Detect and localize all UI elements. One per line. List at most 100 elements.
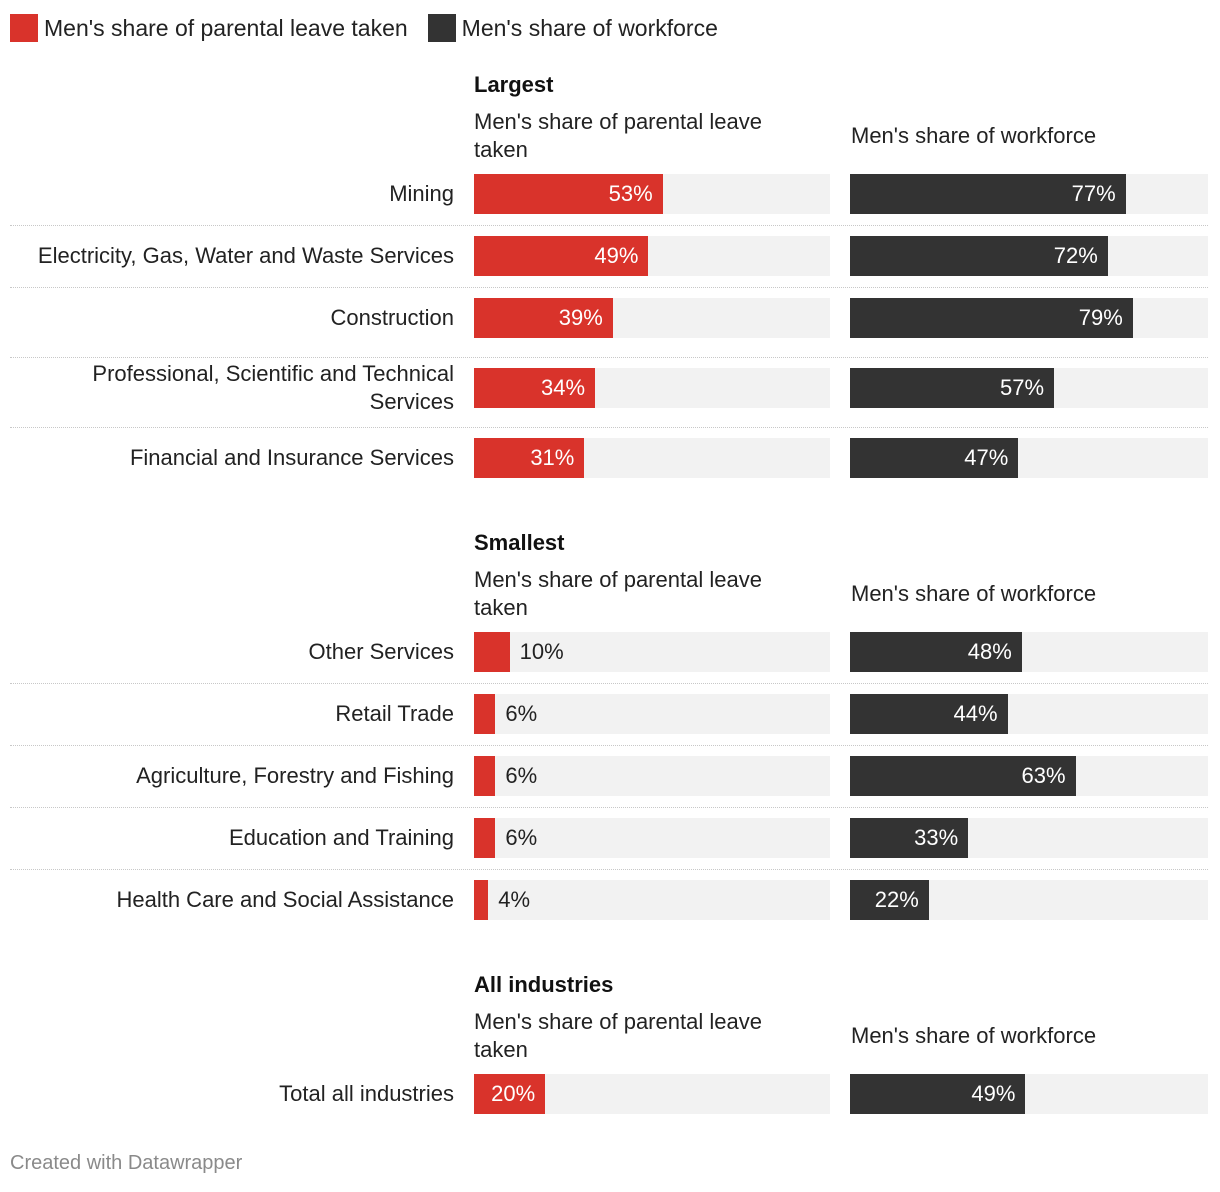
workforce-bar-track: 79% — [850, 298, 1208, 338]
leave-value-label: 49% — [594, 243, 639, 268]
leave-bar-track: 39% — [474, 298, 830, 338]
leave-bar — [474, 632, 510, 672]
chart-row: Professional, Scientific and Technical S… — [10, 361, 1208, 414]
workforce-value-label: 79% — [1078, 305, 1123, 330]
group-title: Largest — [474, 72, 554, 97]
chart-row: Agriculture, Forestry and Fishing 6% 63% — [10, 756, 1208, 796]
workforce-bar — [850, 818, 969, 858]
row-label: Mining — [389, 181, 454, 206]
workforce-bar-track: 49% — [850, 1074, 1208, 1114]
row-separator — [10, 869, 1208, 870]
leave-bar-track: 31% — [474, 438, 830, 478]
row-label: Electricity, Gas, Water and Waste Servic… — [37, 243, 454, 268]
workforce-value-label: 49% — [971, 1081, 1016, 1106]
workforce-value-label: 77% — [1071, 181, 1116, 206]
workforce-bar — [850, 368, 1055, 408]
row-label: Total all industries — [279, 1081, 454, 1106]
row-label: Retail Trade — [335, 701, 454, 726]
workforce-bar — [850, 756, 1076, 796]
workforce-value-label: 48% — [967, 639, 1012, 664]
row-separator — [10, 427, 1208, 428]
leave-bar — [474, 880, 489, 920]
row-label: Construction — [330, 305, 454, 330]
chart-row: Other Services 10% 48% — [10, 632, 1208, 672]
leave-bar-track: 10% — [474, 632, 830, 672]
row-label: Agriculture, Forestry and Fishing — [136, 763, 454, 788]
leave-bar-track: 4% — [474, 880, 830, 920]
row-separator — [10, 807, 1208, 808]
workforce-bar — [850, 694, 1008, 734]
workforce-bar-track: 22% — [850, 880, 1208, 920]
leave-bar — [474, 694, 496, 734]
legend-item-workforce: Men's share of workforce — [427, 14, 718, 42]
workforce-bar-track: 48% — [850, 632, 1208, 672]
workforce-value-label: 33% — [914, 825, 959, 850]
row-separator — [10, 745, 1208, 746]
workforce-bar-track: 63% — [850, 756, 1208, 796]
workforce-value-label: 63% — [1021, 763, 1066, 788]
workforce-value-label: 47% — [964, 445, 1009, 470]
footer-credit[interactable]: Created with Datawrapper — [10, 1152, 243, 1174]
row-separator — [10, 357, 1208, 358]
leave-bar — [474, 438, 585, 478]
leave-bar — [474, 236, 649, 276]
workforce-bar — [850, 236, 1108, 276]
chart-row: Total all industries 20% 49% — [10, 1074, 1208, 1114]
column-header-workforce: Men's share of workforce — [851, 1023, 1097, 1048]
legend: Men's share of parental leave taken Men'… — [10, 14, 738, 42]
workforce-bar-track: 72% — [850, 236, 1208, 276]
chart-row: Financial and Insurance Services 31% 47% — [10, 438, 1208, 478]
leave-value-label: 6% — [505, 701, 538, 726]
workforce-bar — [850, 174, 1126, 214]
workforce-bar — [850, 632, 1022, 672]
group-title: Smallest — [474, 530, 565, 555]
row-label: Education and Training — [228, 825, 454, 850]
leave-value-label: 6% — [505, 763, 538, 788]
legend-swatch-workforce — [427, 14, 456, 42]
workforce-value-label: 44% — [953, 701, 998, 726]
legend-label-workforce: Men's share of workforce — [461, 14, 718, 41]
legend-label-leave: Men's share of parental leave taken — [44, 14, 408, 41]
leave-value-label: 31% — [530, 445, 575, 470]
leave-bar — [474, 298, 613, 338]
leave-bar-track: 6% — [474, 818, 830, 858]
group-title: All industries — [474, 972, 614, 997]
leave-bar-track: 34% — [474, 368, 830, 408]
row-label: Other Services — [308, 639, 455, 664]
chart-row: Education and Training 6% 33% — [10, 818, 1208, 858]
column-header-leave: Men's share of parental leave taken — [474, 567, 762, 620]
leave-bar — [474, 174, 663, 214]
workforce-value-label: 22% — [874, 887, 919, 912]
row-label: Professional, Scientific and Technical S… — [92, 361, 454, 414]
workforce-bar-track: 77% — [850, 174, 1208, 214]
leave-value-label: 10% — [519, 639, 564, 664]
workforce-value-label: 57% — [1000, 375, 1045, 400]
leave-value-label: 6% — [505, 825, 538, 850]
leave-bar-track: 20% — [474, 1074, 830, 1114]
leave-bar-track: 49% — [474, 236, 830, 276]
column-header-leave: Men's share of parental leave taken — [474, 109, 762, 162]
workforce-bar — [850, 298, 1133, 338]
leave-value-label: 39% — [558, 305, 603, 330]
leave-value-label: 20% — [491, 1081, 536, 1106]
workforce-bar — [850, 1074, 1026, 1114]
workforce-bar — [850, 438, 1019, 478]
workforce-bar — [850, 880, 929, 920]
chart-row: Mining 53% 77% — [10, 174, 1208, 214]
legend-swatch-leave — [10, 14, 38, 42]
workforce-value-label: 72% — [1053, 243, 1098, 268]
workforce-bar-track: 47% — [850, 438, 1208, 478]
workforce-bar-track: 44% — [850, 694, 1208, 734]
leave-value-label: 53% — [608, 181, 653, 206]
leave-value-label: 4% — [498, 887, 531, 912]
column-header-workforce: Men's share of workforce — [851, 123, 1097, 148]
leave-bar-track: 53% — [474, 174, 830, 214]
row-separator — [10, 225, 1208, 226]
workforce-bar-track: 33% — [850, 818, 1208, 858]
workforce-bar-track: 57% — [850, 368, 1208, 408]
leave-bar-track: 6% — [474, 694, 830, 734]
legend-item-leave: Men's share of parental leave taken — [10, 14, 408, 42]
chart-row: Health Care and Social Assistance 4% 22% — [10, 880, 1208, 920]
row-separator — [10, 287, 1208, 288]
row-label: Financial and Insurance Services — [129, 445, 454, 470]
